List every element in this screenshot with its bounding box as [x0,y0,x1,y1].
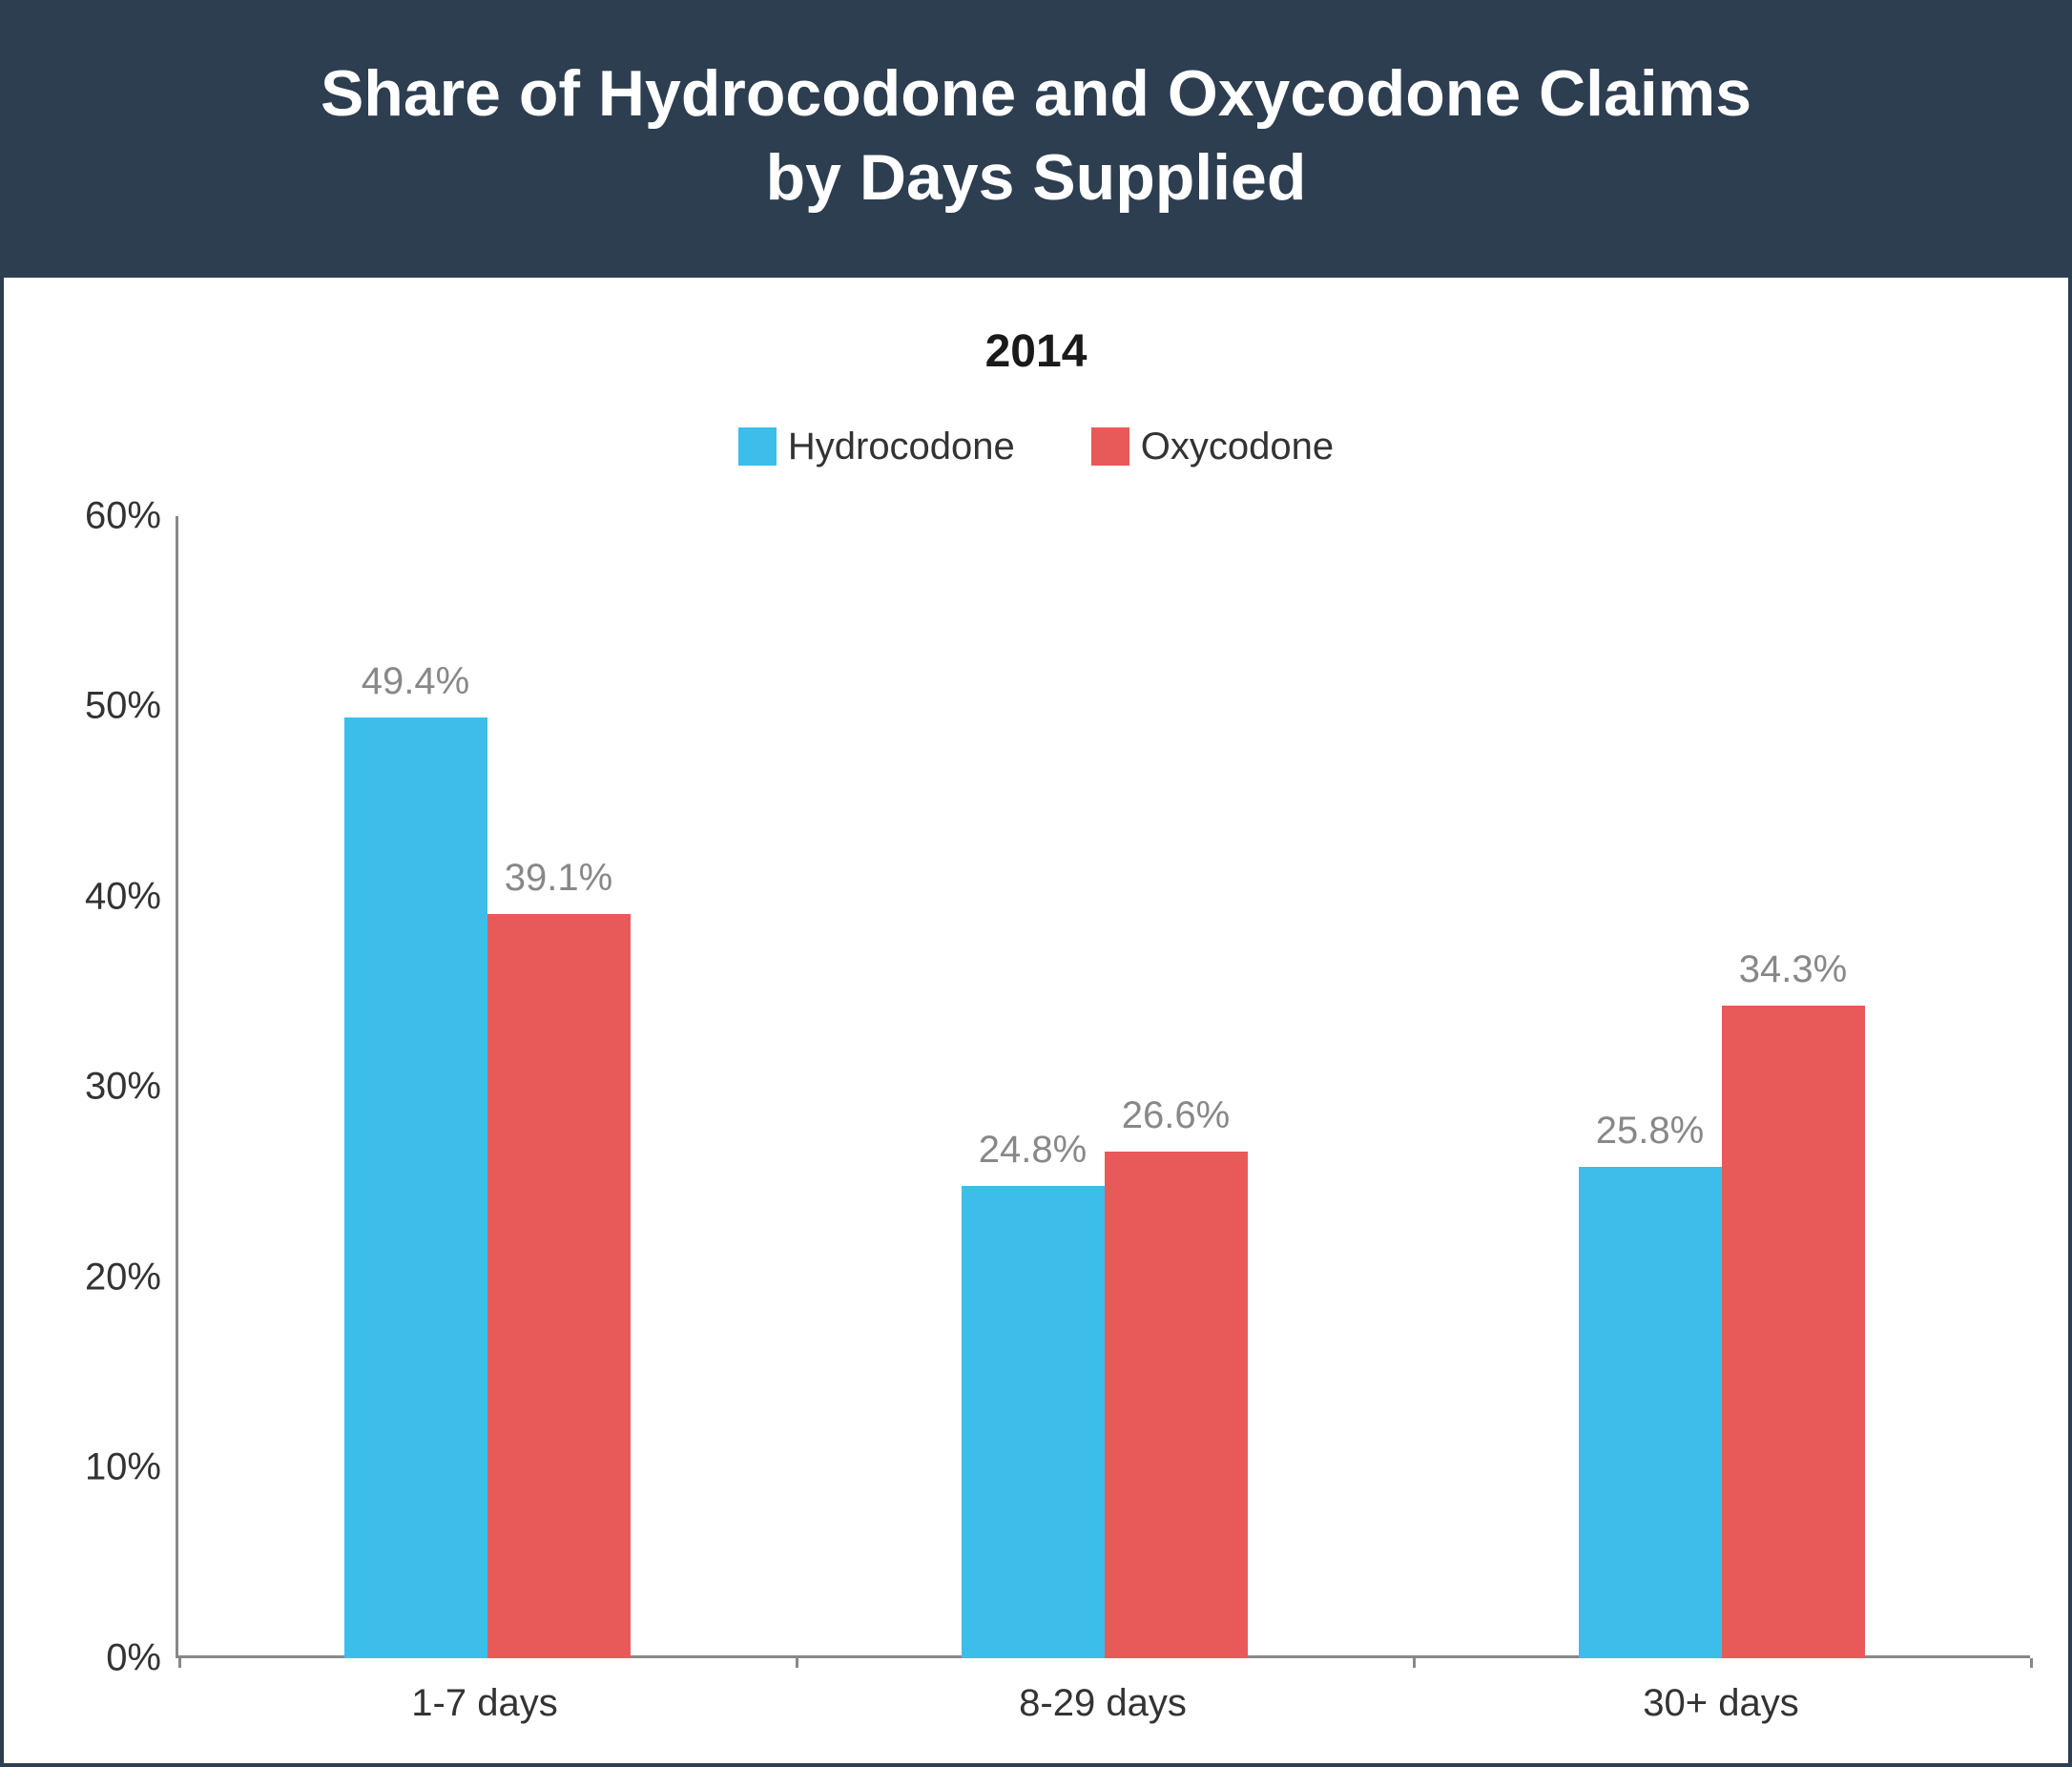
legend-swatch-hydrocodone [738,427,777,466]
bar: 25.8% [1579,1167,1722,1658]
chart-header: Share of Hydrocodone and Oxycodone Claim… [4,4,2068,278]
bar-value-label: 25.8% [1596,1110,1704,1153]
chart-subtitle: 2014 [42,325,2030,378]
x-tick-mark [178,1658,181,1668]
legend-label-hydrocodone: Hydrocodone [788,426,1015,468]
bar: 49.4% [344,717,487,1658]
x-axis-labels: 1-7 days 8-29 days 30+ days [176,1658,2030,1725]
legend: Hydrocodone Oxycodone [42,426,2030,468]
bar-value-label: 34.3% [1739,948,1847,991]
x-tick-mark [1413,1658,1416,1668]
legend-swatch-oxycodone [1091,427,1129,466]
bar-groups: 49.4%39.1%24.8%26.6%25.8%34.3% [178,516,2030,1658]
legend-item-hydrocodone: Hydrocodone [738,426,1015,468]
x-tick-mark [796,1658,798,1668]
x-tick-label: 30+ days [1578,1682,1864,1725]
bar-value-label: 24.8% [979,1129,1087,1172]
legend-label-oxycodone: Oxycodone [1141,426,1334,468]
plot-inner: 49.4%39.1%24.8%26.6%25.8%34.3% [178,516,2030,1658]
bar: 26.6% [1105,1152,1248,1658]
x-tick-label: 8-29 days [960,1682,1246,1725]
title-line-2: by Days Supplied [766,141,1307,214]
bar-value-label: 39.1% [505,857,612,900]
y-tick-label: 40% [85,875,161,918]
bar-value-label: 49.4% [362,660,469,703]
plot: 49.4%39.1%24.8%26.6%25.8%34.3% [176,516,2030,1658]
chart-title: Share of Hydrocodone and Oxycodone Claim… [42,52,2030,220]
y-tick-label: 30% [85,1066,161,1109]
chart-container: Share of Hydrocodone and Oxycodone Claim… [0,0,2072,1767]
y-tick-label: 10% [85,1446,161,1489]
y-tick-label: 60% [85,494,161,537]
legend-item-oxycodone: Oxycodone [1091,426,1334,468]
y-tick-label: 50% [85,685,161,728]
y-axis: 0%10%20%30%40%50%60% [42,516,176,1658]
title-line-1: Share of Hydrocodone and Oxycodone Claim… [321,57,1751,130]
bar-group: 24.8%26.6% [962,516,1248,1658]
x-tick-mark [2030,1658,2033,1668]
x-tick-label: 1-7 days [342,1682,628,1725]
chart-body: 2014 Hydrocodone Oxycodone 0% 10% 20% 30% 40… [4,278,2068,1763]
y-tick-label: 20% [85,1256,161,1299]
bar: 34.3% [1722,1006,1865,1658]
plot-area: 0%10%20%30%40%50%60% 49.4%39.1%24.8%26.6… [42,516,2030,1658]
bar: 39.1% [487,914,631,1658]
bar-group: 49.4%39.1% [344,516,631,1658]
bar-group: 25.8%34.3% [1579,516,1865,1658]
bar: 24.8% [962,1186,1105,1658]
bar-value-label: 26.6% [1122,1094,1230,1137]
y-tick-label: 0% [106,1637,161,1680]
